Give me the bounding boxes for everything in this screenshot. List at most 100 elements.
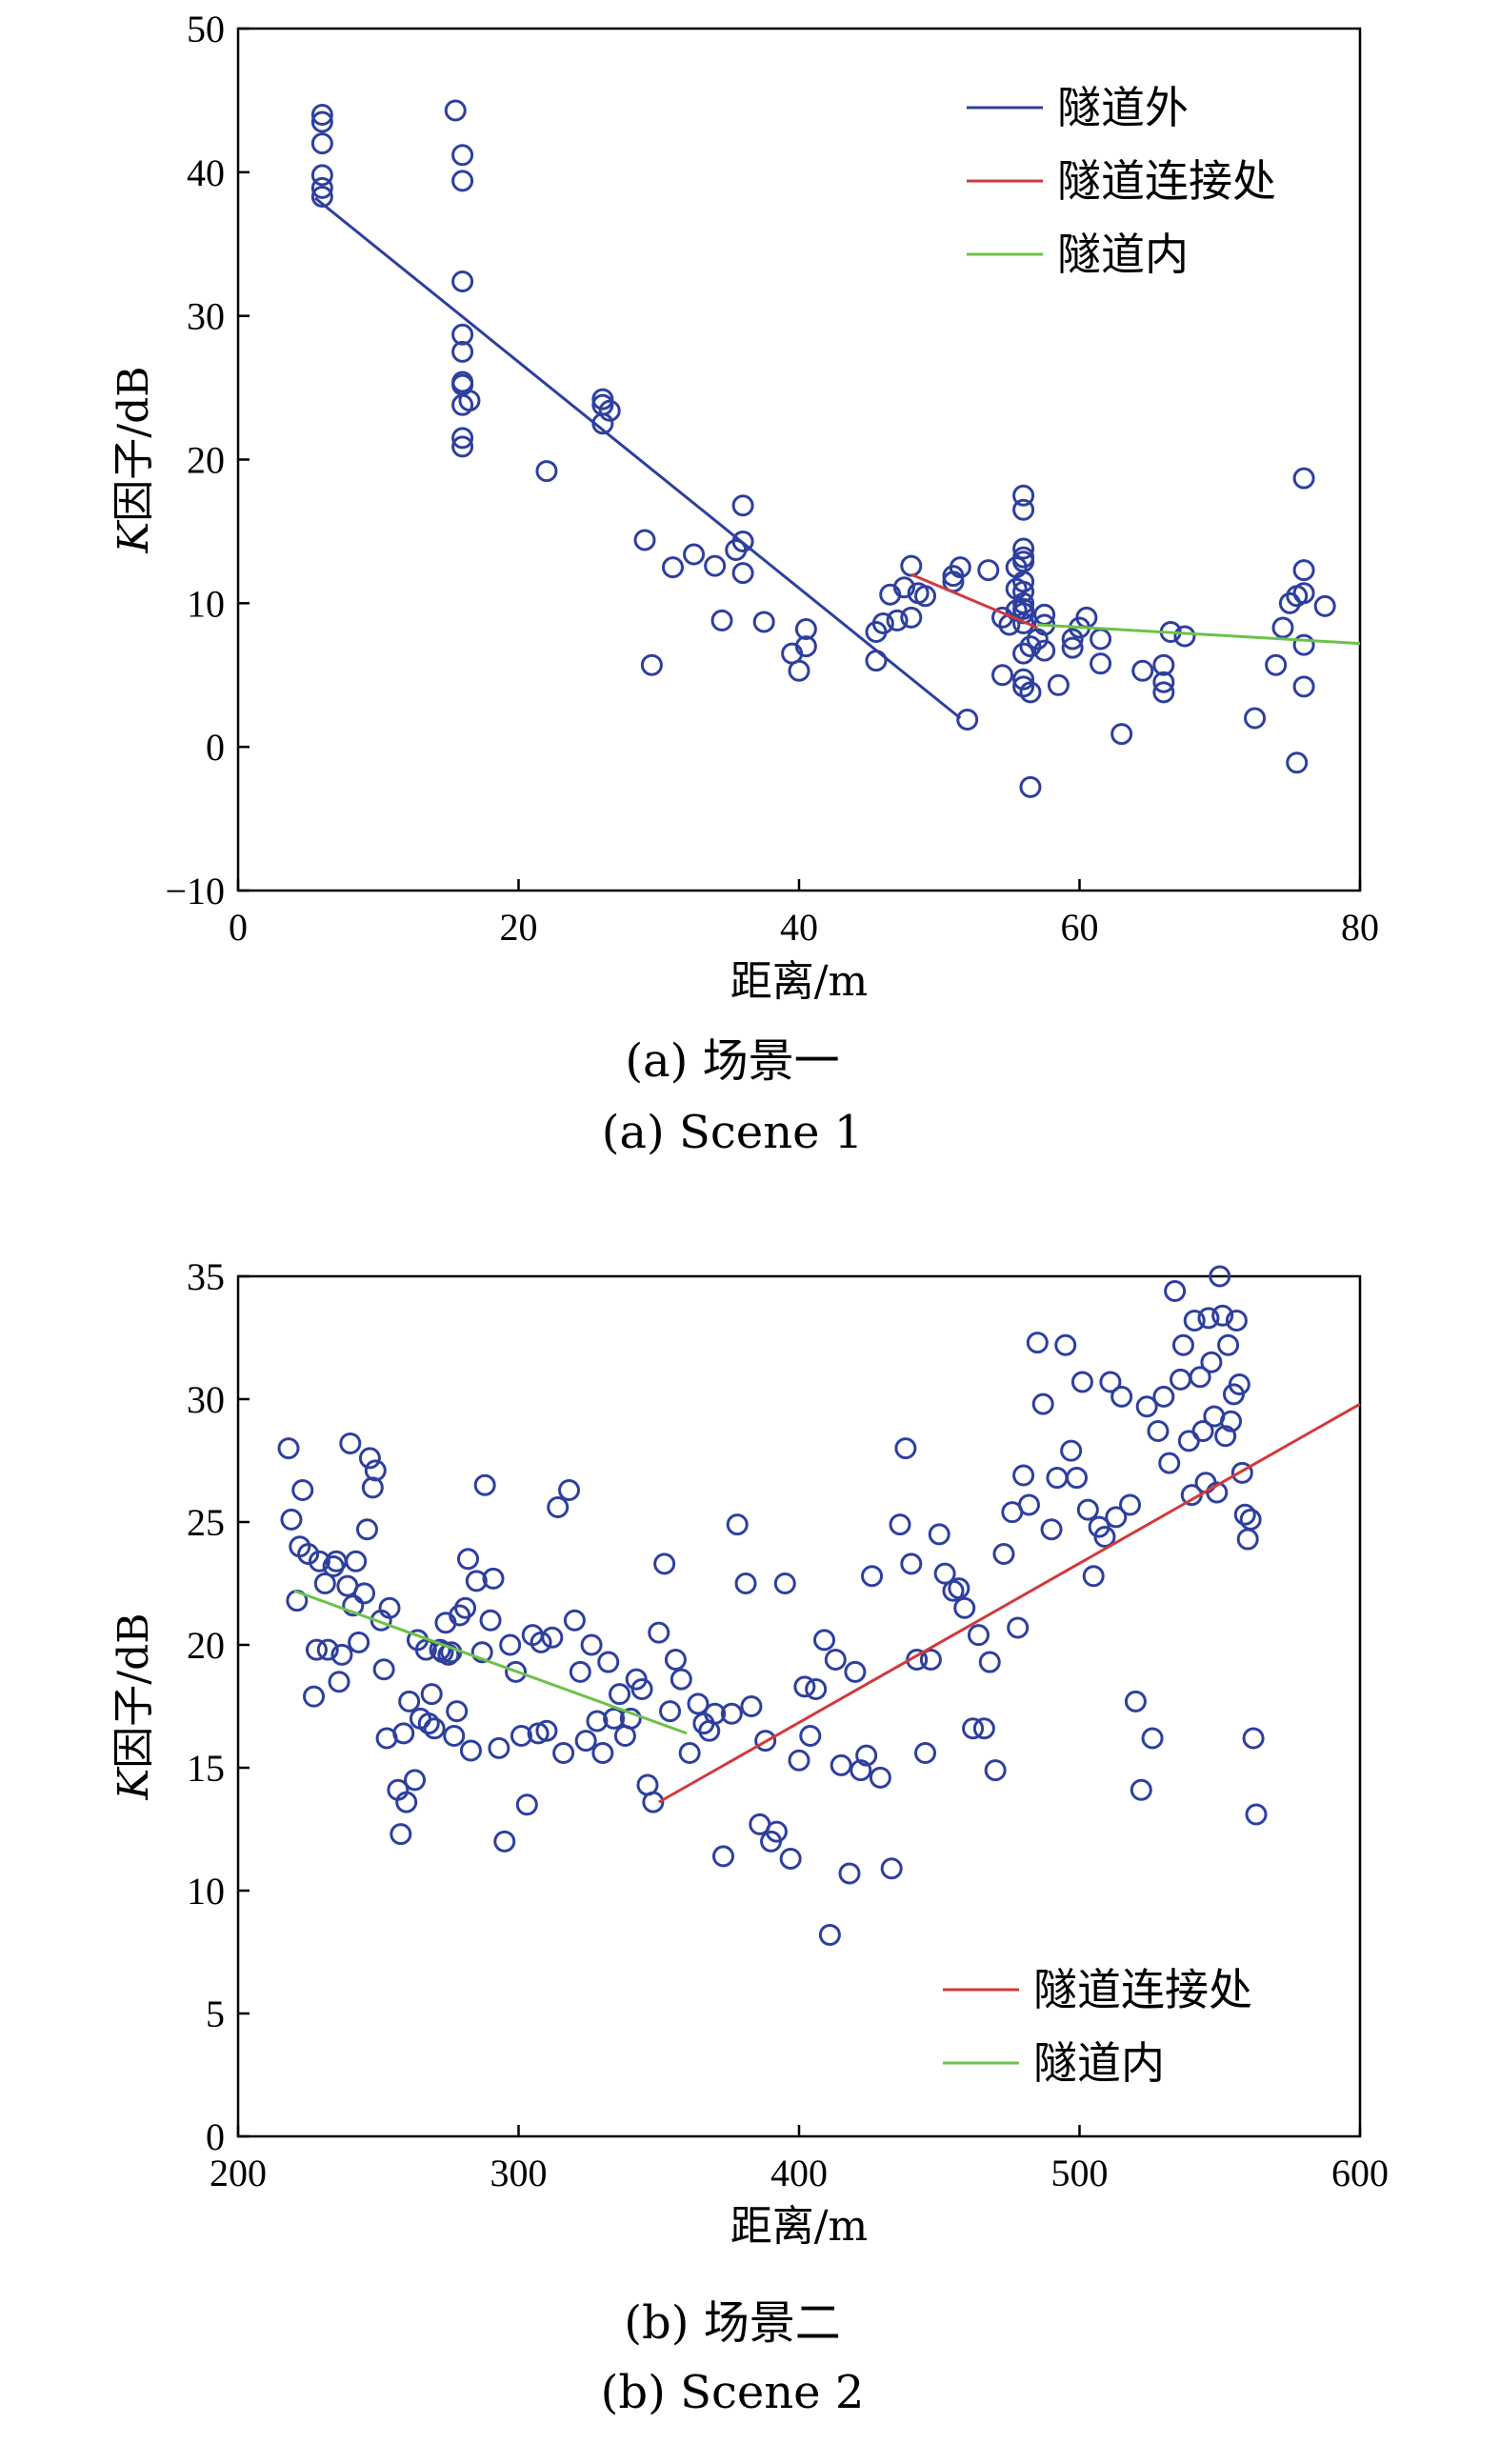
data-point <box>687 1693 710 1715</box>
legend-label: 隧道连接处 <box>1033 1964 1252 2015</box>
data-point <box>1007 1616 1030 1639</box>
y-tick-label: 50 <box>187 8 225 50</box>
data-point <box>458 390 481 412</box>
data-point <box>1076 1498 1099 1521</box>
data-point <box>619 1707 642 1730</box>
data-point <box>328 1671 350 1693</box>
y-tick-label: −10 <box>165 870 225 912</box>
data-point <box>844 1660 867 1683</box>
data-point <box>1012 1464 1035 1487</box>
fit-line <box>293 1589 688 1735</box>
data-point <box>443 1724 466 1747</box>
data-point <box>598 399 621 422</box>
data-point <box>720 1702 743 1725</box>
data-point <box>653 1553 676 1575</box>
data-point <box>1090 652 1112 675</box>
data-point <box>1012 537 1035 560</box>
data-point <box>1158 1452 1181 1474</box>
data-point <box>423 1717 446 1740</box>
data-point <box>1292 675 1315 698</box>
data-point <box>1313 594 1336 617</box>
data-point <box>1012 498 1035 521</box>
data-point <box>530 1631 552 1653</box>
data-point <box>752 611 775 633</box>
data-point <box>824 1648 847 1671</box>
data-point <box>773 1573 796 1594</box>
fit-line <box>658 1402 1361 1804</box>
data-point <box>633 529 656 551</box>
data-point <box>731 562 754 585</box>
data-point <box>1012 571 1035 593</box>
data-point <box>1242 1727 1265 1750</box>
y-tick-label: 15 <box>187 1747 225 1790</box>
chart-scene-1: 0 20 40 60 80−1001020304050距离/mK因子/dB隧道外隧道连接… <box>110 8 1379 1159</box>
legend-label: 隧道内 <box>1057 229 1189 280</box>
data-point <box>704 554 727 577</box>
data-point <box>1245 1803 1268 1826</box>
data-point <box>962 1717 985 1740</box>
data-point <box>830 1753 852 1776</box>
data-point <box>535 460 558 483</box>
data-point <box>1012 642 1035 665</box>
data-point <box>678 1742 701 1765</box>
data-point <box>597 1651 620 1673</box>
y-tick-label: 35 <box>187 1255 225 1298</box>
data-point <box>1012 611 1035 634</box>
data-point <box>1191 1420 1214 1443</box>
data-point <box>310 104 333 126</box>
data-point <box>1177 1430 1200 1452</box>
data-point <box>871 611 894 634</box>
data-point <box>580 1633 603 1656</box>
data-point <box>734 1573 757 1594</box>
data-point <box>1135 1395 1158 1418</box>
data-point <box>414 1638 437 1661</box>
data-point <box>978 1651 1001 1673</box>
data-point <box>838 1862 861 1885</box>
data-point <box>880 1857 903 1880</box>
data-point <box>861 1565 884 1588</box>
data-point <box>1214 1425 1237 1448</box>
data-point <box>1173 625 1196 648</box>
legend-label: 隧道连接处 <box>1057 155 1276 207</box>
data-point <box>515 1793 538 1816</box>
data-point <box>1110 1385 1133 1408</box>
chart-scene-2: 200 300 400 500 600 0 5 10 15 20 25 30 35 距离/m K因子/dB 隧… <box>110 1255 1389 2419</box>
data-point <box>398 1690 421 1713</box>
data-point <box>1152 1385 1175 1408</box>
data-point <box>470 1641 493 1664</box>
data-point <box>894 1437 917 1460</box>
data-point <box>850 1759 872 1782</box>
data-point <box>1099 1371 1122 1393</box>
data-point <box>919 1648 942 1671</box>
data-point <box>1152 653 1175 676</box>
legend-label: 隧道外 <box>1057 82 1189 133</box>
y-tick-label: 10 <box>187 1870 225 1913</box>
x-tick-label: 80 <box>1341 906 1379 949</box>
data-point <box>395 1791 418 1813</box>
data-point <box>1225 1309 1248 1332</box>
data-point <box>914 585 937 608</box>
data-point <box>1200 1351 1223 1373</box>
data-point <box>1019 775 1042 798</box>
caption-english: (a) Scene 1 <box>602 1106 864 1159</box>
x-tick-label: 0 <box>229 906 248 949</box>
data-point <box>437 1643 460 1666</box>
data-point <box>348 1631 370 1653</box>
data-point <box>933 1562 956 1585</box>
x-axis-label: 距离/m <box>730 2202 869 2251</box>
data-point <box>1033 639 1056 662</box>
fit-line <box>910 572 1038 630</box>
data-point <box>473 1473 496 1496</box>
data-point <box>316 1638 339 1661</box>
caption-chinese: (b) 场景二 <box>624 2296 840 2350</box>
data-point <box>308 1550 330 1573</box>
data-point <box>1197 1307 1220 1330</box>
data-point <box>313 1573 336 1594</box>
data-point <box>499 1633 522 1656</box>
y-axis-label-variable: K <box>110 520 158 554</box>
data-point <box>1239 1508 1262 1531</box>
data-point <box>640 653 663 676</box>
data-point <box>788 1749 810 1772</box>
data-point <box>869 1766 891 1789</box>
data-point <box>535 1719 558 1742</box>
